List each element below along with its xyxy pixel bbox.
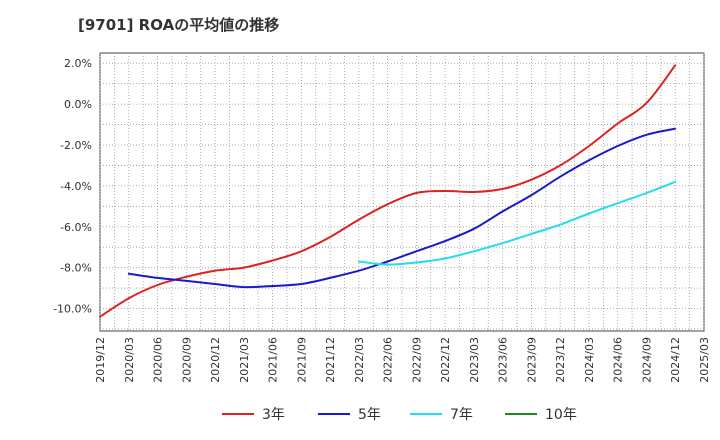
x-tick-label: 2021/09: [295, 337, 308, 383]
x-tick-label: 2022/03: [353, 337, 366, 383]
x-tick-label: 2021/12: [324, 337, 337, 383]
y-tick-label: -8.0%: [60, 262, 92, 275]
series-line-3年: [99, 64, 677, 318]
y-tick-label: -2.0%: [60, 139, 92, 152]
x-tick-label: 2024/06: [612, 337, 625, 383]
series-line-5年: [127, 127, 677, 289]
x-tick-label: 2023/12: [554, 337, 567, 383]
y-tick-label: -6.0%: [60, 221, 92, 234]
x-tick-label: 2024/09: [640, 337, 653, 383]
legend-label: 3年: [262, 407, 285, 423]
x-tick-label: 2022/06: [382, 337, 395, 383]
y-tick-label: -10.0%: [53, 303, 92, 316]
x-axis-ticks: 2019/12 2020/03 2020/06 2020/09 2020/12 2021/…: [94, 337, 711, 383]
y-tick-label: 0.0%: [64, 98, 92, 111]
series-line-7年: [357, 180, 677, 266]
x-tick-label: 2019/12: [94, 337, 107, 383]
x-tick-label: 2023/09: [525, 337, 538, 383]
x-tick-label: 2021/03: [238, 337, 251, 383]
legend-label: 10年: [545, 407, 577, 423]
x-tick-label: 2020/06: [152, 337, 165, 383]
x-tick-label: 2021/06: [267, 337, 280, 383]
legend-label: 7年: [450, 407, 473, 423]
x-tick-label: 2024/12: [669, 337, 682, 383]
x-tick-label: 2020/09: [180, 337, 193, 383]
x-tick-label: 2025/03: [698, 337, 711, 383]
series-lines: [99, 64, 677, 318]
x-tick-label: 2023/03: [468, 337, 481, 383]
y-tick-label: -4.0%: [60, 180, 92, 193]
x-tick-label: 2020/03: [123, 337, 136, 383]
chart-title: [9701] ROAの平均値の推移: [78, 16, 280, 34]
legend-label: 5年: [358, 407, 381, 423]
x-tick-label: 2020/12: [209, 337, 222, 383]
x-tick-label: 2022/09: [410, 337, 423, 383]
x-tick-label: 2024/03: [583, 337, 596, 383]
y-axis-ticks: 2.0% 0.0% -2.0% -4.0% -6.0% -8.0% -10.0%: [53, 57, 92, 315]
x-tick-label: 2023/06: [497, 337, 510, 383]
x-tick-label: 2022/12: [439, 337, 452, 383]
legend: 3年 5年 7年 10年: [222, 407, 577, 423]
y-tick-label: 2.0%: [64, 57, 92, 70]
